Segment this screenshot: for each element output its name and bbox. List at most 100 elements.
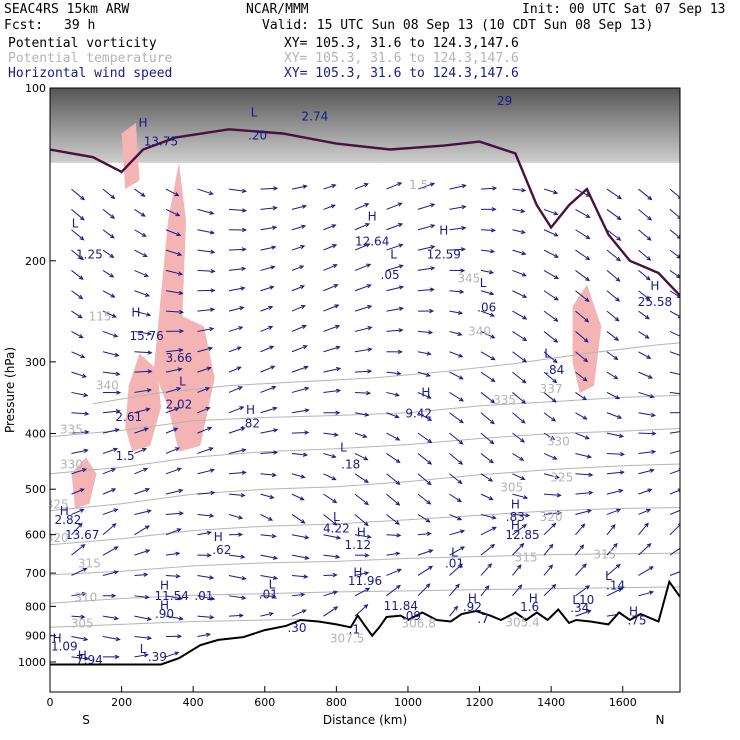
wind-vector (165, 489, 183, 495)
wind-arrowhead (335, 388, 342, 394)
wind-arrowhead (644, 314, 650, 320)
wind-arrowhead (517, 584, 523, 590)
wind-arrowhead (427, 438, 433, 444)
wind-vector (386, 412, 399, 418)
wind-vector (323, 204, 336, 210)
wind-arrowhead (682, 373, 686, 376)
contour-label: 1.09 (51, 640, 78, 654)
wind-arrowhead (208, 346, 214, 351)
wind-vector (354, 326, 372, 332)
contour-label: 320 (46, 531, 69, 545)
contour-label: 1.5 (116, 449, 135, 463)
wind-vector (480, 493, 493, 501)
wind-arrowhead (176, 528, 182, 533)
wind-vector (543, 351, 558, 363)
wind-vector (165, 188, 179, 197)
wind-vector (417, 203, 435, 210)
x-tick-label: 200 (111, 696, 132, 709)
wind-arrowhead (461, 204, 467, 210)
contour-label: .06 (477, 300, 496, 314)
wind-vector (575, 610, 591, 617)
wind-arrowhead (300, 474, 306, 479)
wind-vector (669, 391, 680, 395)
wind-arrowhead (488, 477, 494, 482)
wind-vector (575, 392, 587, 401)
wind-arrowhead (271, 385, 277, 391)
plot-frame (49, 87, 681, 693)
wind-arrowhead (398, 243, 404, 248)
wind-arrowhead (145, 407, 151, 412)
wind-arrowhead (141, 232, 147, 237)
wind-vector (575, 509, 592, 515)
wind-vector (386, 493, 400, 506)
pv-shaded-patch (153, 162, 215, 452)
contour-label: .7 (477, 612, 488, 626)
wind-vector (134, 229, 146, 237)
wind-arrowhead (616, 508, 622, 513)
wind-arrowhead (522, 524, 528, 529)
wind-vector (512, 524, 527, 536)
wind-vector (323, 346, 340, 353)
wind-vector (260, 326, 273, 332)
wind-arrowhead (619, 452, 626, 457)
wind-vector (512, 188, 526, 192)
wind-vector (71, 330, 83, 339)
wind-vector (134, 188, 145, 197)
wind-arrowhead (455, 583, 460, 589)
wind-arrowhead (240, 493, 246, 498)
y-tick-label: 900 (25, 630, 46, 643)
wind-arrowhead (458, 440, 464, 445)
wind-vector (260, 473, 276, 476)
wind-vector (480, 453, 494, 464)
wind-vector (197, 492, 215, 495)
wind-vector (543, 269, 559, 280)
wind-vector (291, 431, 309, 434)
wind-arrowhead (394, 520, 400, 525)
contour-label: .62 (212, 543, 231, 557)
wind-arrowhead (395, 584, 401, 590)
wind-arrowhead (398, 264, 404, 269)
wind-vector (575, 491, 593, 495)
contour-label: 305.4 (505, 616, 539, 630)
wind-vector (669, 270, 680, 279)
wind-vector (575, 229, 590, 239)
wind-arrowhead (79, 215, 85, 221)
wind-arrowhead (613, 542, 618, 548)
wind-arrowhead (395, 501, 401, 506)
wind-arrowhead (178, 348, 184, 353)
wind-vector (291, 325, 307, 332)
wind-vector (71, 635, 88, 641)
wind-arrowhead (396, 371, 402, 376)
wind-vector (512, 392, 526, 404)
wind-vector (165, 249, 182, 256)
wind-vector (606, 209, 622, 220)
wind-vector (228, 427, 245, 434)
contour-label: H (353, 566, 362, 580)
wind-arrowhead (614, 336, 620, 341)
wind-vector (134, 635, 151, 639)
wind-arrowhead (363, 603, 369, 609)
wind-vector (512, 513, 530, 517)
wind-vector (512, 269, 527, 277)
wind-vector (134, 408, 150, 414)
contour-label: 330 (547, 435, 570, 449)
wind-vector (386, 307, 403, 312)
wind-arrowhead (302, 345, 308, 350)
wind-vector (291, 205, 307, 210)
contour-label: 3.66 (166, 351, 193, 365)
wind-arrowhead (430, 245, 436, 250)
wind-vector (134, 310, 151, 316)
field-name-theta: Potential temperature (8, 51, 173, 66)
wind-arrowhead (144, 292, 151, 297)
wind-vector (543, 452, 557, 460)
wind-arrowhead (520, 229, 526, 235)
wind-arrowhead (241, 247, 247, 252)
wind-arrowhead (111, 488, 117, 493)
wind-arrowhead (332, 521, 338, 526)
contour-label: 11.96 (348, 574, 382, 588)
wind-arrowhead (236, 366, 242, 371)
wind-arrowhead (113, 546, 119, 551)
y-tick-label: 200 (25, 255, 46, 268)
wind-arrowhead (174, 447, 181, 452)
pv-shaded-patch (121, 122, 140, 190)
